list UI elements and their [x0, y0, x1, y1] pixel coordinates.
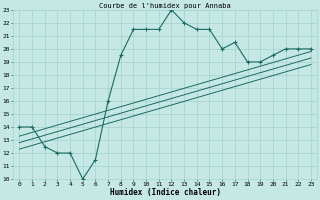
X-axis label: Humidex (Indice chaleur): Humidex (Indice chaleur) — [110, 188, 220, 197]
Title: Courbe de l'humidex pour Annaba: Courbe de l'humidex pour Annaba — [99, 3, 231, 9]
